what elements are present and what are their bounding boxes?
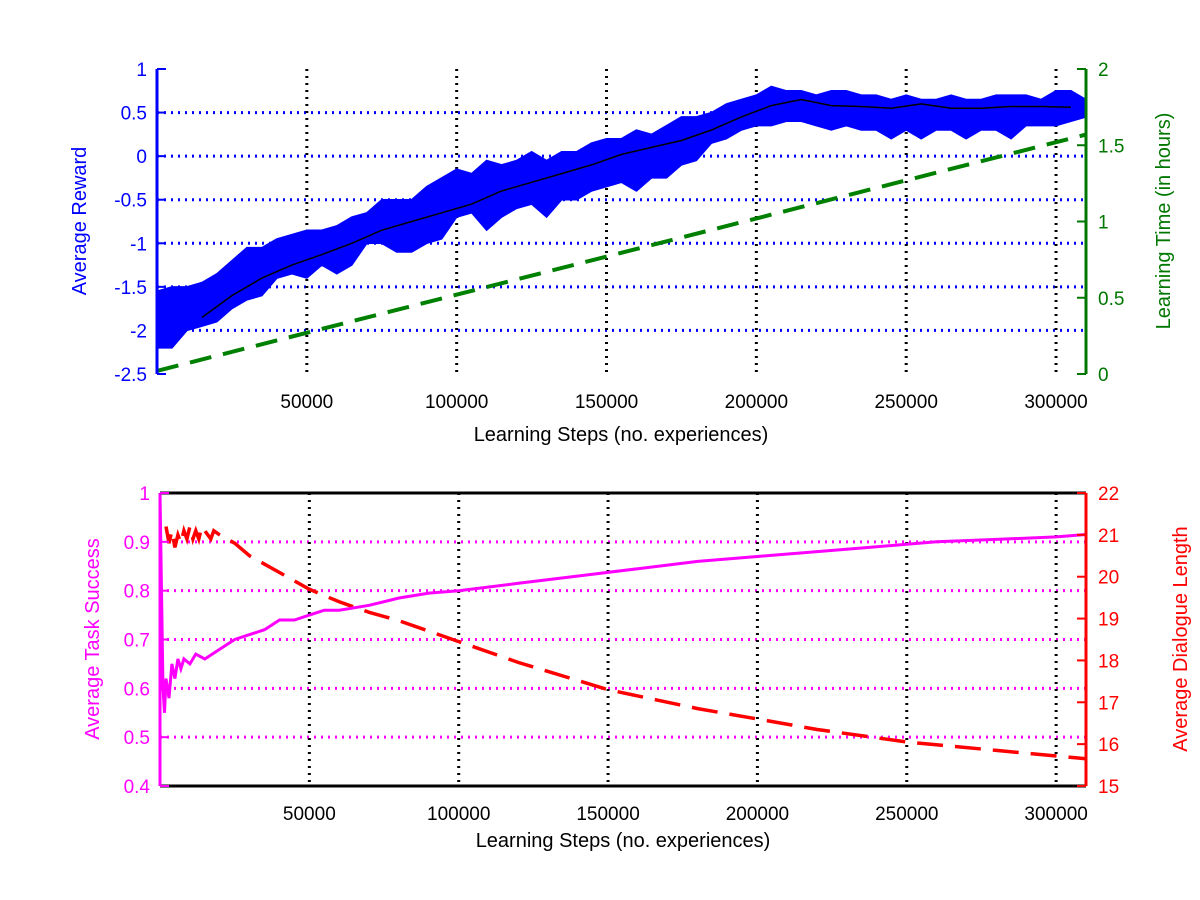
success-x-axis-label: Learning Steps (no. experiences) [476,830,771,852]
y2-tick-label: 16 [1098,735,1119,756]
learning-time-tick-labels: 0 0.5 1 1.5 2 [1077,60,1124,386]
y2-tick-label: 0.5 [1098,289,1124,310]
y-tick-label: -2 [130,321,147,342]
y2-tick-label: 15 [1098,777,1119,798]
y-tick-label: 0 [136,147,147,168]
y2-tick-label: 17 [1098,693,1119,714]
learning-time-axis-label: Learning Time (in hours) [1153,113,1175,330]
y-tick-label: 0.9 [124,533,150,554]
x-tick-label: 100000 [427,804,490,825]
reward-x-tick-labels: 50000 100000 150000 200000 250000 300000 [280,392,1087,413]
x-tick-label: 300000 [1024,392,1087,413]
y2-tick-label: 21 [1098,526,1119,547]
reward-x-axis-label: Learning Steps (no. experiences) [474,424,769,446]
y-tick-label: -2.5 [114,365,147,386]
learning-time-line [156,132,1087,373]
y-tick-label: 0.4 [124,777,151,798]
y2-tick-label: 1 [1098,213,1109,234]
y-tick-label: 0.6 [124,679,150,700]
reward-mean-line [201,98,1072,319]
x-tick-label: 250000 [874,392,937,413]
task-success-chart: 0.4 0.5 0.6 0.7 0.8 0.9 1 15 16 17 18 19 20 21 22 500… [82,484,1192,852]
y-tick-label: 0.7 [124,631,150,652]
y-tick-label: 0.5 [121,104,147,125]
y2-tick-label: 18 [1098,651,1119,672]
reward-y-tick-labels: -2.5 -2 -1.5 -1 -0.5 0 0.5 1 [114,60,166,386]
y2-tick-label: 19 [1098,610,1119,631]
x-tick-label: 200000 [726,804,789,825]
reward-chart: -2.5 -2 -1.5 -1 -0.5 0 0.5 1 0 0.5 1 1.5 2 50000 100… [69,60,1175,446]
y-tick-label: 0.5 [124,728,150,749]
y-tick-label: -1 [130,234,147,255]
x-tick-label: 100000 [425,392,488,413]
y2-tick-label: 2 [1098,60,1109,81]
x-tick-label: 50000 [283,804,336,825]
x-tick-label: 200000 [725,392,788,413]
y2-tick-label: 22 [1098,484,1119,505]
dialogue-length-axis-label: Average Dialogue Length [1170,526,1192,751]
x-tick-label: 50000 [280,392,333,413]
y2-tick-label: 1.5 [1098,136,1124,157]
y-tick-label: 1 [136,60,147,81]
task-success-line [158,492,1087,713]
y-tick-label: 0.8 [124,582,150,603]
x-tick-label: 150000 [576,804,639,825]
reward-y-axis-label: Average Reward [69,147,91,296]
dialogue-length-line [164,522,1087,761]
x-tick-label: 150000 [575,392,638,413]
y-tick-label: -0.5 [114,191,147,212]
y-tick-label: -1.5 [114,278,147,299]
success-x-tick-labels: 50000 100000 150000 200000 250000 300000 [283,804,1088,825]
x-tick-label: 250000 [875,804,938,825]
success-y-tick-labels: 0.4 0.5 0.6 0.7 0.8 0.9 1 [124,484,169,798]
x-tick-label: 300000 [1024,804,1087,825]
y-tick-label: 1 [139,484,150,505]
success-y-axis-label: Average Task Success [82,538,104,740]
y2-tick-label: 0 [1098,365,1109,386]
dialogue-length-tick-labels: 15 16 17 18 19 20 21 22 [1077,484,1119,798]
y2-tick-label: 20 [1098,568,1119,589]
